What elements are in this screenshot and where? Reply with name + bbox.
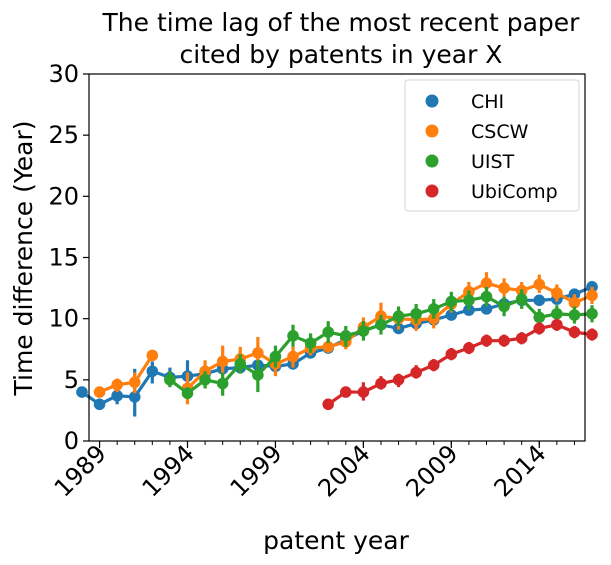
data-point <box>498 334 510 347</box>
data-point <box>128 391 141 403</box>
data-point <box>252 369 264 381</box>
data-point <box>498 300 510 313</box>
legend-label: UbiComp <box>471 181 558 203</box>
data-point <box>480 277 493 289</box>
data-point <box>586 289 598 302</box>
data-point <box>410 366 422 379</box>
data-point <box>533 322 546 335</box>
data-point <box>339 386 352 398</box>
data-point <box>375 377 387 390</box>
data-point <box>480 290 493 303</box>
x-axis-label: patent year <box>263 526 409 555</box>
data-point <box>392 374 405 386</box>
chart-title-line-2: cited by patents in year X <box>180 40 503 69</box>
y-tick-label: 5 <box>64 366 79 394</box>
data-point <box>445 295 458 308</box>
data-point <box>515 293 528 305</box>
series-line <box>327 323 593 406</box>
data-point <box>586 328 598 341</box>
data-point <box>533 278 546 291</box>
legend-items: CHI CSCW UIST UbiComp <box>425 91 558 203</box>
legend: CHI CSCW UIST UbiComp <box>404 79 580 212</box>
y-tick-label: 30 <box>48 60 79 88</box>
data-point <box>322 341 335 353</box>
data-point <box>533 311 546 324</box>
data-point <box>128 376 141 389</box>
data-point <box>322 326 335 338</box>
data-point <box>93 386 106 398</box>
data-point <box>322 398 335 411</box>
data-point <box>287 329 299 342</box>
data-point <box>357 325 370 337</box>
legend-marker <box>425 124 439 138</box>
data-point <box>427 303 440 315</box>
legend-label: CHI <box>471 91 504 113</box>
data-point <box>463 294 475 307</box>
data-point <box>111 389 123 402</box>
data-point <box>234 358 247 370</box>
data-point <box>146 365 159 378</box>
legend-marker <box>425 184 439 198</box>
data-point <box>93 398 106 411</box>
y-tick-label: 25 <box>48 121 79 149</box>
data-point <box>568 326 581 338</box>
data-point <box>164 374 176 386</box>
data-point <box>146 349 159 362</box>
legend-marker <box>425 94 439 108</box>
data-point <box>480 303 493 315</box>
chart-title-line-1: The time lag of the most recent paper <box>102 8 581 37</box>
data-point <box>498 282 510 294</box>
data-point <box>427 359 440 371</box>
data-point <box>252 347 264 359</box>
data-point <box>480 334 493 347</box>
series-ubicomp <box>322 318 598 411</box>
y-tick-label: 15 <box>48 244 79 272</box>
legend-label: CSCW <box>471 121 529 143</box>
data-point <box>533 294 546 307</box>
y-axis-label: Time difference (Year) <box>9 120 38 396</box>
data-point <box>216 377 229 390</box>
data-point <box>76 386 88 398</box>
data-point <box>515 332 528 345</box>
data-point <box>216 355 229 368</box>
data-point <box>111 378 123 391</box>
data-point <box>199 374 211 386</box>
data-point <box>304 337 317 349</box>
data-point <box>551 307 563 320</box>
data-point <box>463 342 475 354</box>
data-point <box>427 312 440 325</box>
data-point <box>287 350 299 363</box>
data-point <box>357 386 370 398</box>
legend-label: UIST <box>471 151 515 173</box>
data-point <box>269 350 282 363</box>
data-point <box>568 296 581 309</box>
plot-frame <box>88 73 586 442</box>
data-point <box>375 318 387 331</box>
data-point <box>551 287 563 299</box>
series-uist <box>164 286 598 400</box>
legend-box <box>404 79 580 212</box>
data-point <box>586 307 598 320</box>
data-point <box>392 310 405 323</box>
data-point <box>410 307 422 320</box>
series-layer <box>76 272 598 417</box>
y-tick-label: 10 <box>48 305 79 333</box>
data-point <box>568 309 581 321</box>
data-point <box>551 318 563 331</box>
series-line <box>98 354 154 394</box>
legend-marker <box>425 154 439 168</box>
y-tick-label: 0 <box>64 427 79 455</box>
data-point <box>339 329 352 342</box>
data-point <box>445 348 458 360</box>
data-point <box>445 309 458 321</box>
data-point <box>181 387 194 400</box>
y-tick-label: 20 <box>48 182 79 210</box>
